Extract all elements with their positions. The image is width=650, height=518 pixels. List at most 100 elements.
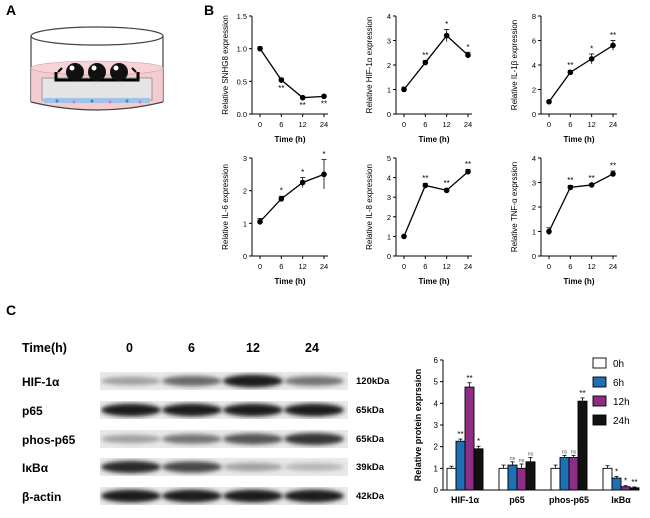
legend-label: 12h (613, 397, 630, 408)
data-point (401, 86, 407, 93)
x-tick-label: 24 (320, 120, 328, 129)
x-tick-label: 12 (587, 120, 595, 129)
data-point (588, 182, 595, 188)
blot-bands (100, 458, 348, 476)
series-line (548, 173, 614, 232)
significance-label: ** (567, 176, 573, 185)
blot-strip-ikba (100, 458, 348, 476)
data-point (299, 179, 306, 186)
x-axis-label: Time (h) (275, 135, 306, 144)
legend-label: 24h (613, 416, 630, 427)
legend-swatch (592, 376, 607, 388)
significance-label: ** (457, 430, 463, 439)
blot-kda-hif1a: 120kDa (356, 376, 390, 387)
significance-label: ns (510, 456, 516, 462)
significance-label: ** (579, 389, 585, 398)
series-line (259, 173, 325, 223)
category-label: p65 (509, 495, 525, 505)
data-point (567, 184, 574, 191)
x-tick-label: 24 (464, 262, 472, 271)
x-tick-label: 12 (442, 120, 450, 129)
significance-label: ** (465, 160, 471, 169)
blot-band (162, 375, 222, 387)
significance-label: ** (444, 179, 450, 188)
blot-time-header: Time(h) (22, 341, 67, 355)
significance-label: * (322, 150, 325, 159)
data-point (465, 168, 471, 175)
y-tick-label: 4 (532, 61, 536, 70)
data-point (257, 218, 263, 225)
data-point (610, 171, 616, 177)
bar (464, 386, 475, 491)
blot-time-0: 0 (126, 341, 133, 355)
significance-label: ns (562, 449, 568, 455)
blot-bands (100, 430, 348, 448)
x-tick-label: 6 (568, 262, 572, 271)
bar (446, 467, 457, 491)
y-tick-label: 6 (434, 356, 439, 365)
blot-band (284, 376, 344, 386)
category-label: phos-p65 (549, 495, 589, 505)
line-chart-snhg8: 0.0 0.5 1.0 1.5 0 6 12 24 Time (h) Relative SNHG8… (221, 12, 328, 144)
significance-label: * (624, 477, 627, 486)
y-axis-label: Relative HIF-1α expression (365, 17, 374, 114)
panel-letter-b: B (204, 2, 215, 18)
y-tick-label: 1 (243, 219, 247, 228)
x-axis-label: Time (h) (419, 135, 450, 144)
blot-band (101, 460, 161, 474)
x-tick-label: 12 (587, 262, 595, 271)
data-point (610, 42, 616, 49)
x-tick-label: 24 (609, 120, 617, 129)
y-tick-label: 0 (243, 252, 247, 261)
significance-label: * (477, 437, 480, 446)
bar (577, 400, 588, 491)
significance-label: ** (300, 101, 306, 110)
y-tick-label: 3 (434, 421, 439, 430)
y-tick-label: 2 (387, 213, 391, 222)
bar (507, 464, 518, 491)
significance-label: ** (278, 84, 284, 93)
x-tick-label: 24 (609, 262, 617, 271)
x-tick-label: 12 (442, 262, 450, 271)
significance-label: ns (519, 458, 525, 464)
blot-band (284, 433, 344, 445)
blot-band (284, 489, 344, 503)
series-line (259, 48, 325, 99)
significance-label: ** (589, 174, 595, 183)
bar (559, 457, 570, 491)
x-tick-label: 0 (402, 262, 406, 271)
data-point (546, 98, 552, 105)
y-tick-label: 3 (243, 154, 247, 163)
legend-swatch (592, 395, 607, 407)
y-tick-label: 4 (387, 174, 391, 183)
significance-label: ** (631, 478, 637, 487)
data-point (299, 94, 306, 101)
x-tick-label: 0 (402, 120, 406, 129)
x-tick-label: 12 (298, 262, 306, 271)
y-tick-label: 3 (387, 193, 391, 202)
bar (498, 467, 509, 491)
data-point (422, 182, 429, 189)
y-tick-label: 8 (532, 12, 536, 21)
x-tick-label: 6 (423, 120, 427, 129)
x-tick-label: 6 (568, 120, 572, 129)
blot-band (101, 403, 161, 417)
blot-label-hif1a: HIF-1α (22, 375, 60, 389)
y-tick-label: 1.0 (237, 45, 247, 54)
category-label: HIF-1α (451, 495, 480, 505)
significance-label: * (280, 187, 283, 196)
blot-band (284, 403, 344, 417)
x-tick-label: 6 (279, 262, 283, 271)
bar (455, 440, 466, 491)
bar (516, 467, 527, 491)
y-axis-label: Relative protein exprssion (413, 369, 423, 482)
significance-label: * (445, 20, 448, 29)
blot-strip-b-actin (100, 487, 348, 505)
panel-letter-a: A (6, 2, 17, 18)
blot-kda-p65: 65kDa (356, 405, 384, 416)
y-tick-label: 2 (532, 203, 536, 212)
x-axis-label: Time (h) (564, 135, 595, 144)
legend-label: 0h (613, 359, 624, 370)
blot-time-12: 12 (246, 341, 260, 355)
data-point (567, 69, 574, 76)
